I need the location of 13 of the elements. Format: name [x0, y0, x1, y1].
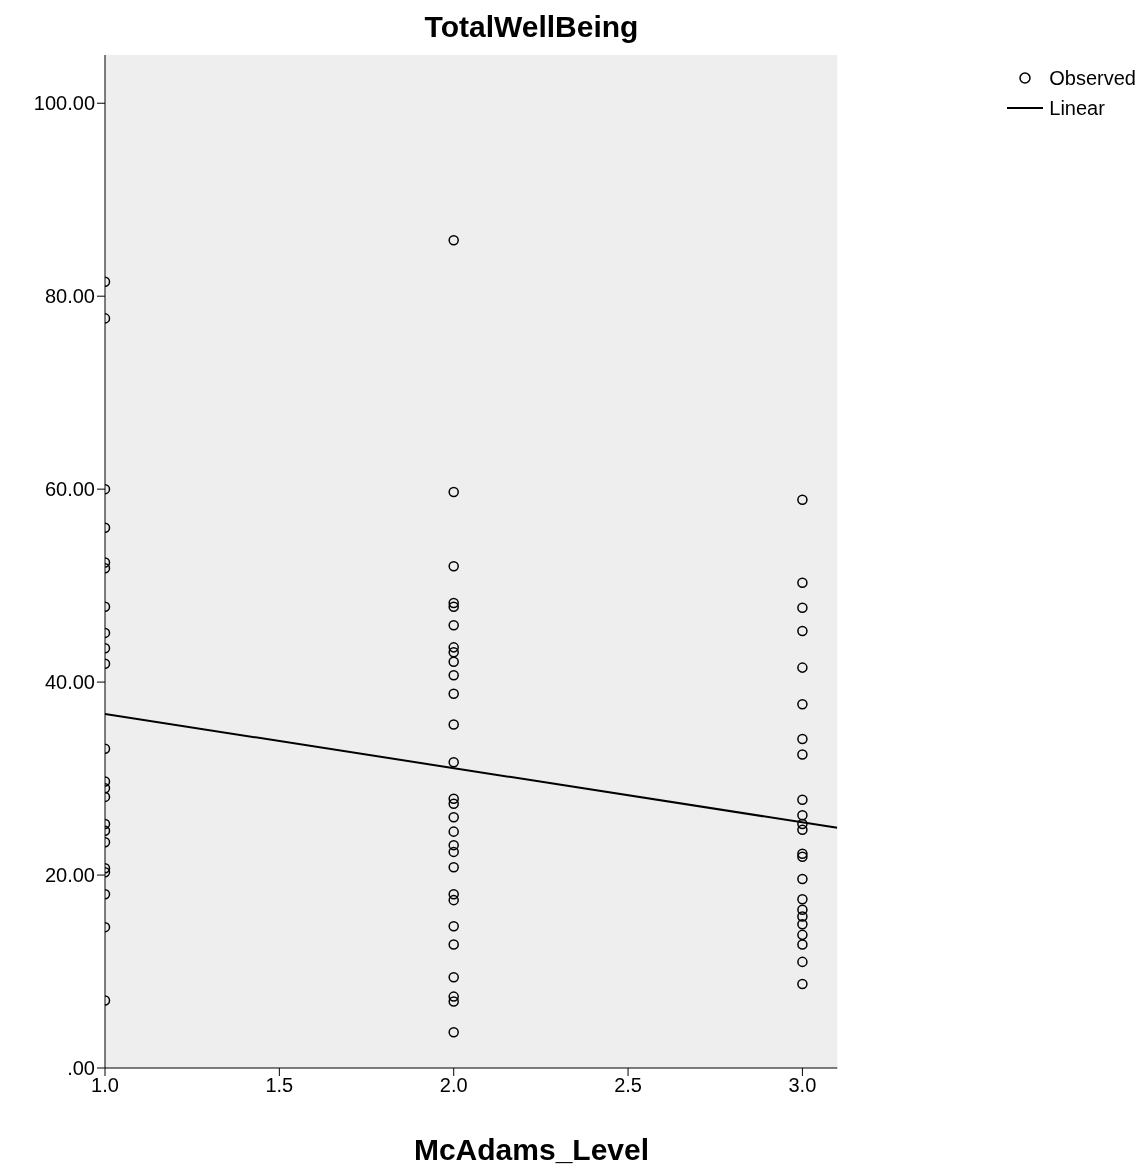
y-tick-label: 40.00 — [44, 671, 95, 694]
y-tick-label: 60.00 — [44, 478, 95, 501]
y-tick-label: 20.00 — [44, 864, 95, 887]
chart-title: TotalWellBeing — [423, 10, 640, 44]
x-tick-label: 2.0 — [439, 1074, 468, 1097]
x-tick-label: 2.5 — [614, 1074, 642, 1097]
legend-label: Observed — [1049, 66, 1136, 91]
y-tick-label: 100.00 — [33, 92, 95, 115]
legend-label: Linear — [1049, 96, 1105, 121]
x-tick-label: 1.5 — [265, 1074, 294, 1097]
y-tick-label: 80.00 — [44, 285, 95, 308]
x-axis-title: McAdams_Level — [412, 1133, 651, 1167]
x-tick-label: 3.0 — [788, 1074, 817, 1097]
